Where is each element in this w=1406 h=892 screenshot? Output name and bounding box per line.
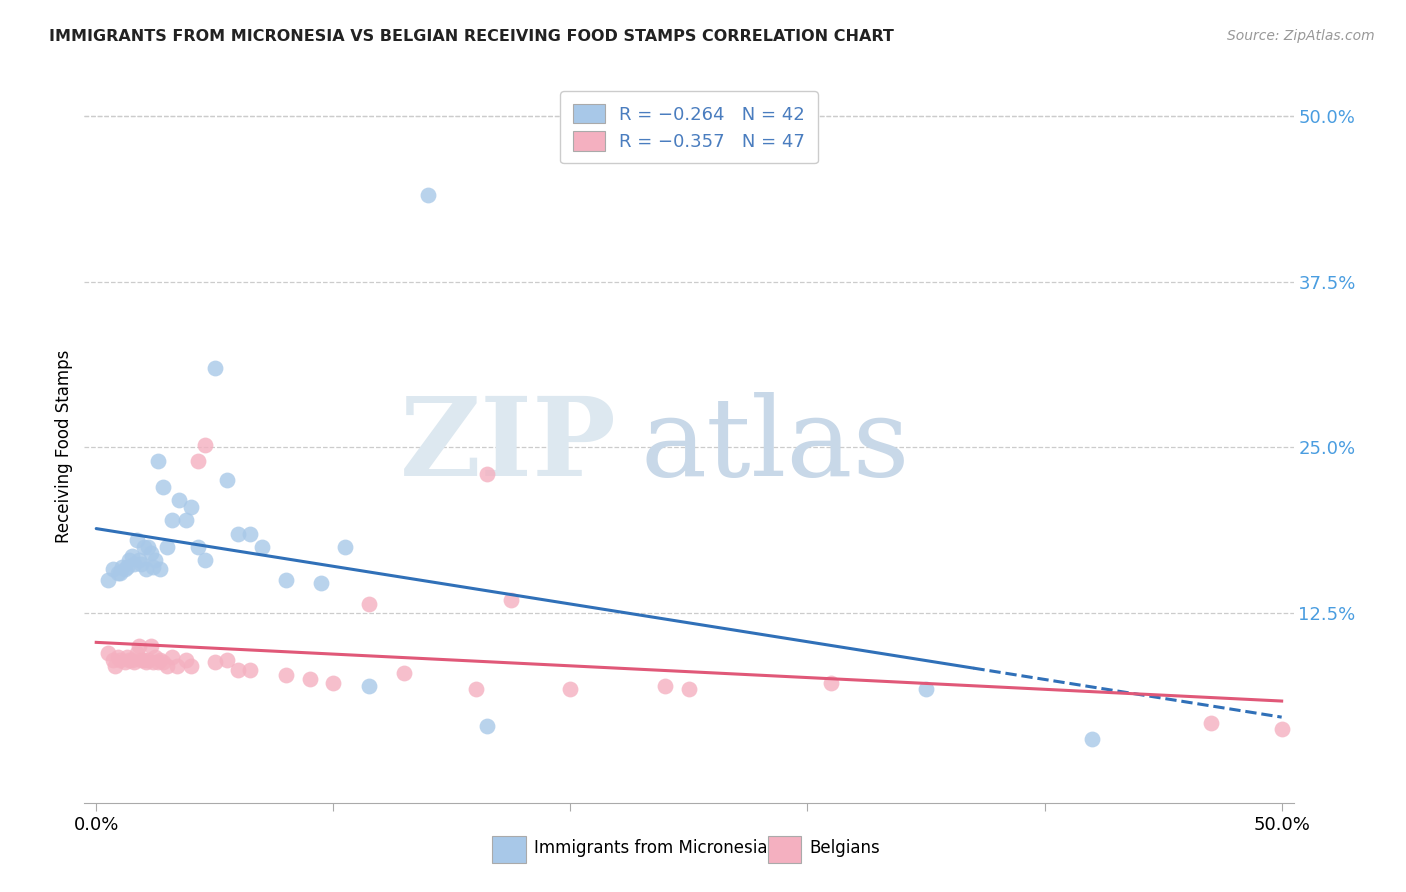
Point [149, 562, 172, 576]
FancyBboxPatch shape [768, 836, 801, 863]
Point [139, 640, 162, 654]
Point [228, 663, 250, 677]
Point [820, 676, 842, 690]
Point [180, 500, 202, 514]
Point [108, 566, 131, 581]
Point [139, 546, 162, 560]
Point [418, 188, 440, 202]
Point [107, 566, 129, 581]
Point [122, 557, 145, 571]
Point [654, 679, 676, 693]
Point [464, 681, 486, 696]
Point [129, 557, 152, 571]
Point [97, 573, 120, 587]
Text: Source: ZipAtlas.com: Source: ZipAtlas.com [1227, 29, 1375, 43]
Point [145, 553, 167, 567]
Point [176, 652, 198, 666]
Point [176, 513, 198, 527]
Point [152, 480, 174, 494]
Point [128, 553, 150, 567]
Point [1271, 722, 1294, 736]
Point [146, 453, 169, 467]
Point [156, 540, 179, 554]
Point [138, 540, 160, 554]
Point [167, 493, 190, 508]
Point [107, 649, 129, 664]
Point [129, 652, 152, 666]
Point [125, 533, 148, 548]
Point [187, 453, 209, 467]
Point [101, 652, 124, 666]
Point [114, 562, 136, 576]
Point [115, 649, 138, 664]
Point [477, 719, 499, 733]
Point [311, 575, 333, 590]
Text: Belgians: Belgians [810, 839, 880, 857]
Point [298, 673, 321, 687]
Point [357, 597, 380, 611]
Point [166, 659, 188, 673]
Text: ZIP: ZIP [399, 392, 616, 500]
Point [132, 652, 155, 666]
Point [121, 549, 143, 563]
Point [118, 553, 141, 567]
Point [152, 655, 174, 669]
Point [180, 659, 202, 673]
Point [333, 540, 356, 554]
Point [560, 681, 582, 696]
Point [204, 360, 226, 375]
Point [149, 652, 172, 666]
Point [142, 655, 165, 669]
Point [135, 562, 157, 576]
Point [250, 540, 273, 554]
Point [160, 513, 183, 527]
Point [101, 562, 124, 576]
Point [274, 668, 297, 682]
Point [678, 681, 700, 696]
Point [145, 649, 167, 664]
Point [187, 540, 209, 554]
Point [1081, 732, 1104, 747]
Point [501, 592, 523, 607]
Point [138, 652, 160, 666]
Point [97, 646, 120, 660]
Legend: R = −0.264   N = 42, R = −0.357   N = 47: R = −0.264 N = 42, R = −0.357 N = 47 [560, 91, 818, 163]
Point [125, 646, 148, 660]
Point [160, 649, 183, 664]
Point [274, 573, 297, 587]
Text: IMMIGRANTS FROM MICRONESIA VS BELGIAN RECEIVING FOOD STAMPS CORRELATION CHART: IMMIGRANTS FROM MICRONESIA VS BELGIAN RE… [49, 29, 894, 44]
Point [146, 655, 169, 669]
FancyBboxPatch shape [492, 836, 526, 863]
Point [215, 652, 238, 666]
Point [156, 659, 179, 673]
Point [111, 559, 134, 574]
Y-axis label: Receiving Food Stamps: Receiving Food Stamps [55, 350, 73, 542]
Point [194, 438, 217, 452]
Text: Immigrants from Micronesia: Immigrants from Micronesia [534, 839, 768, 857]
Point [135, 655, 157, 669]
Point [115, 559, 138, 574]
Point [104, 659, 127, 673]
Point [121, 652, 143, 666]
Point [228, 526, 250, 541]
Point [118, 652, 141, 666]
Point [194, 553, 217, 567]
Point [132, 540, 155, 554]
Point [215, 474, 238, 488]
Point [1199, 716, 1222, 731]
Point [114, 655, 136, 669]
Point [122, 655, 145, 669]
Point [142, 559, 165, 574]
Point [394, 665, 416, 680]
Point [239, 526, 262, 541]
Point [108, 652, 131, 666]
Point [204, 655, 226, 669]
Point [915, 681, 938, 696]
Point [322, 676, 344, 690]
Point [239, 663, 262, 677]
Point [357, 679, 380, 693]
Point [477, 467, 499, 481]
Point [128, 640, 150, 654]
Text: atlas: atlas [641, 392, 910, 500]
